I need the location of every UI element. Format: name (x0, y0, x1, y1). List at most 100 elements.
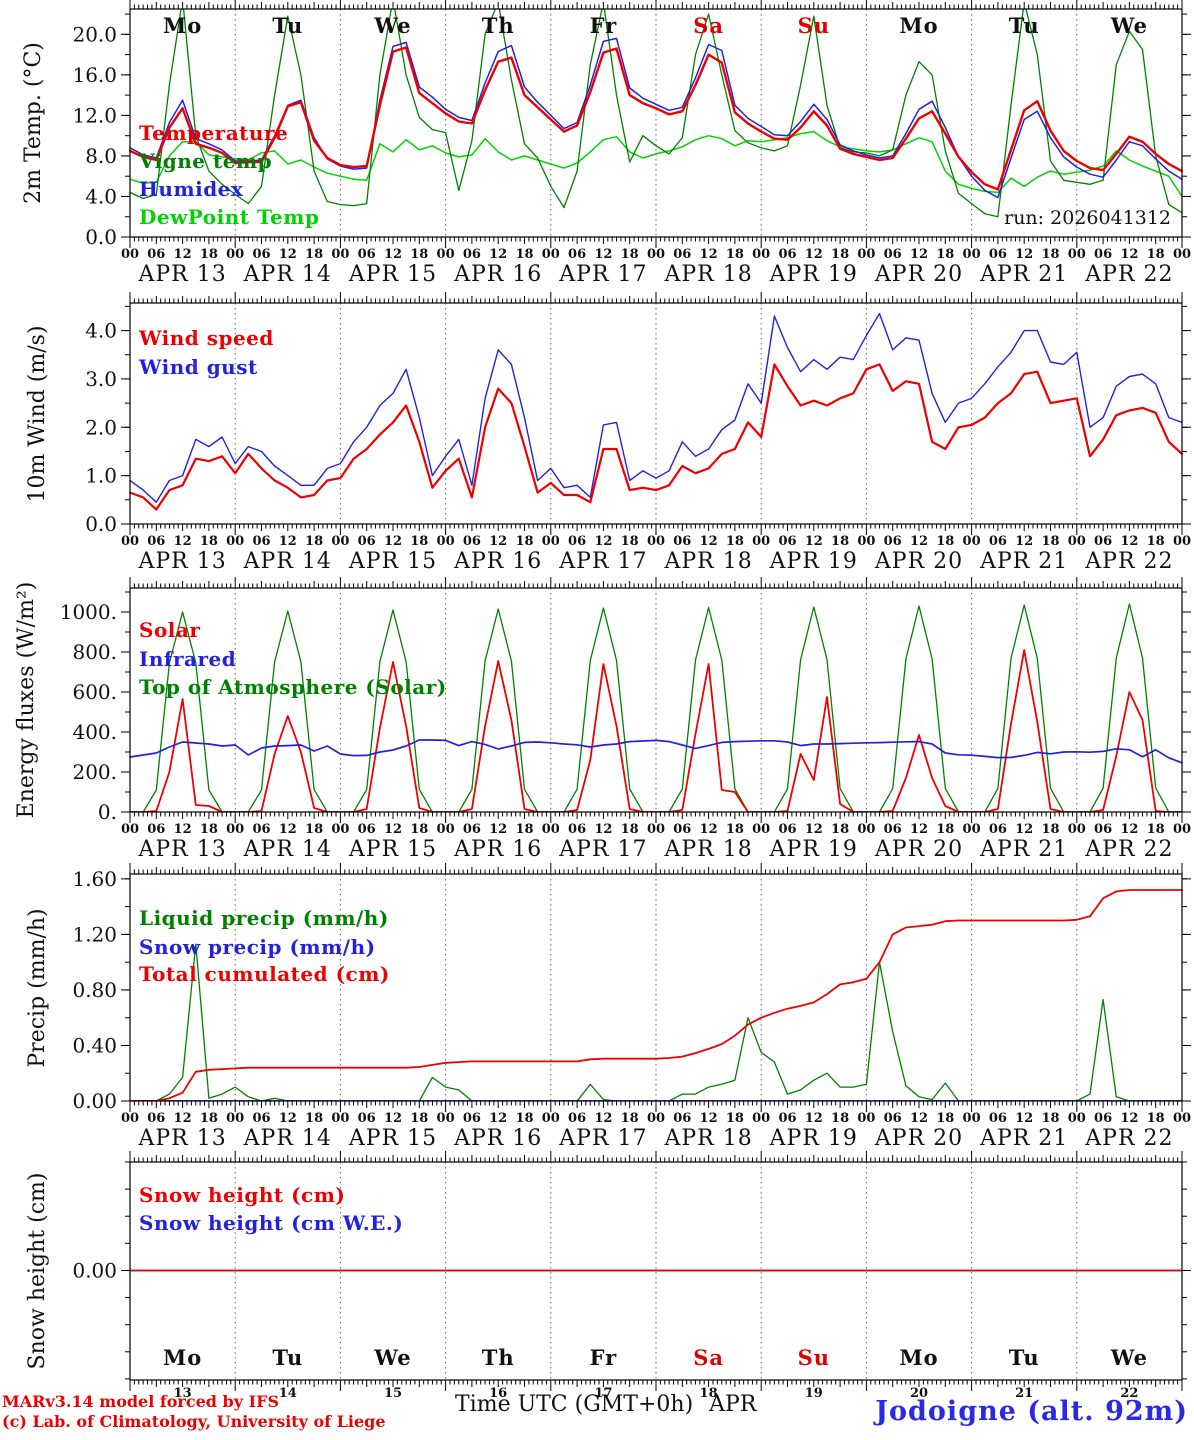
svg-text:06: 06 (1094, 534, 1112, 549)
model-credits: MARv3.14 model forced by IFS (c) Lab. of… (2, 1392, 386, 1432)
panel-precip: 0.00 0.40 0.80 1.20 1.60 Precip (mm/h) Liquid … (25, 863, 1191, 1113)
svg-text:APR 17: APR 17 (558, 262, 647, 287)
svg-text:18: 18 (305, 822, 323, 837)
y-tick-label: 200. (72, 760, 117, 784)
svg-text:06: 06 (989, 247, 1007, 262)
station-label: Jodoigne (alt. 92m) (875, 1396, 1188, 1427)
svg-text:18: 18 (1147, 247, 1165, 262)
svg-text:06: 06 (1094, 247, 1112, 262)
svg-text:APR 15: APR 15 (348, 549, 437, 574)
legend-item-snow-height-we: Snow height (cm W.E.) (139, 1211, 403, 1235)
svg-text:APR 16: APR 16 (453, 549, 542, 574)
y-axis-title: 2m Temp. (°C) (21, 42, 46, 204)
svg-text:18: 18 (1041, 247, 1059, 262)
x-hour-labels: 00 06 12 18 00 06 12 18 00 06 12 18 00 06 12 18 00 06 12 18… (121, 534, 1191, 549)
y-tick-label: 0.00 (72, 1089, 117, 1113)
svg-text:APR 17: APR 17 (558, 1126, 647, 1151)
svg-text:00: 00 (121, 247, 139, 262)
weekday-apr-22: We (1110, 1345, 1148, 1370)
svg-text:06: 06 (1094, 1111, 1112, 1126)
series-group (129, 312, 1183, 511)
legend-item-wind-gust: Wind gust (138, 355, 258, 379)
svg-text:00: 00 (226, 822, 244, 837)
legend: Liquid precip (mm/h) Snow precip (mm/h) To… (139, 906, 390, 986)
series-infrared (129, 739, 1183, 764)
svg-text:12: 12 (489, 247, 507, 262)
weekday-apr-20: Mo (899, 1345, 938, 1370)
x-ticks (129, 577, 1183, 823)
svg-text:12: 12 (910, 247, 928, 262)
panel-temp2m: 0.0 4.0 8.0 12.0 16.0 20.0 2m Temp. (°C) Temper… (21, 0, 1191, 249)
weekday-labels: Mo Tu We Th Fr Sa Su Mo Tu We (163, 13, 1147, 38)
svg-text:18: 18 (410, 1111, 428, 1126)
legend-item-total-cumulated: Total cumulated (cm) (139, 962, 390, 986)
svg-text:06: 06 (463, 822, 481, 837)
svg-text:12: 12 (594, 822, 612, 837)
legend-item-dewpoint-temp: DewPoint Temp (139, 205, 319, 229)
svg-text:00: 00 (121, 822, 139, 837)
x-date-labels: APR 13 APR 14 APR 15 APR 16 APR 17 APR 18 APR … (137, 837, 1172, 862)
y-tick-label: 1.0 (85, 464, 117, 488)
svg-text:06: 06 (463, 1111, 481, 1126)
svg-text:12: 12 (489, 534, 507, 549)
legend-item-snow-height: Snow height (cm) (139, 1183, 345, 1207)
svg-text:00: 00 (437, 1111, 455, 1126)
svg-text:17: 17 (594, 1386, 612, 1401)
weekday-apr-16: Th (482, 1345, 515, 1370)
weekday-apr-13: Mo (163, 1345, 202, 1370)
svg-text:APR 21: APR 21 (979, 837, 1068, 862)
svg-text:06: 06 (778, 534, 796, 549)
svg-text:18: 18 (726, 1111, 744, 1126)
svg-text:18: 18 (1147, 534, 1165, 549)
series-group (129, 9, 1183, 218)
y-axis-title: Precip (mm/h) (25, 908, 50, 1067)
y-ticks (121, 13, 1191, 238)
svg-text:APR 14: APR 14 (243, 837, 332, 862)
svg-text:APR 17: APR 17 (558, 837, 647, 862)
svg-text:18: 18 (200, 1111, 218, 1126)
svg-text:APR 13: APR 13 (137, 837, 226, 862)
svg-text:18: 18 (305, 534, 323, 549)
x-date-labels: APR 13 APR 14 APR 15 APR 16 APR 17 APR 18 APR … (137, 1126, 1172, 1151)
svg-text:18: 18 (621, 1111, 639, 1126)
y-tick-label: 4.0 (85, 319, 117, 343)
svg-text:APR 16: APR 16 (453, 1126, 542, 1151)
y-tick-label: 2.0 (85, 415, 117, 439)
y-tick-label: 1000. (60, 600, 117, 624)
x-axis-title: Time UTC (GMT+0h) APR (455, 1392, 756, 1417)
legend-item-temperature: Temperature (139, 121, 288, 145)
svg-text:00: 00 (1173, 822, 1191, 837)
svg-text:06: 06 (673, 534, 691, 549)
svg-text:06: 06 (673, 1111, 691, 1126)
svg-text:APR 13: APR 13 (137, 1126, 226, 1151)
svg-text:00: 00 (752, 1111, 770, 1126)
legend-item-solar: Solar (139, 618, 200, 642)
svg-text:APR 16: APR 16 (453, 837, 542, 862)
svg-text:00: 00 (647, 534, 665, 549)
svg-text:00: 00 (647, 822, 665, 837)
svg-text:12: 12 (910, 1111, 928, 1126)
svg-text:00: 00 (226, 247, 244, 262)
svg-text:06: 06 (884, 1111, 902, 1126)
svg-text:00: 00 (1068, 1111, 1086, 1126)
svg-text:APR 21: APR 21 (979, 549, 1068, 574)
legend: Temperature Vigne temp Humidex DewPoint Tem… (138, 121, 319, 229)
x-ticks (129, 1151, 1183, 1391)
x-ticks (129, 292, 1183, 535)
svg-text:12: 12 (594, 247, 612, 262)
weekday-apr-17: Fr (590, 13, 618, 38)
svg-text:APR 20: APR 20 (874, 262, 963, 287)
svg-text:00: 00 (331, 247, 349, 262)
svg-text:22: 22 (1120, 1386, 1138, 1401)
legend-item-toa-solar: Top of Atmosphere (Solar) (139, 675, 447, 699)
legend-item-humidex: Humidex (139, 177, 244, 201)
svg-text:12: 12 (279, 822, 297, 837)
svg-text:06: 06 (989, 822, 1007, 837)
svg-text:00: 00 (121, 534, 139, 549)
svg-text:00: 00 (542, 1111, 560, 1126)
x-date-labels: APR 13 APR 14 APR 15 APR 16 APR 17 APR 18 APR … (137, 549, 1172, 574)
svg-text:12: 12 (1015, 534, 1033, 549)
svg-text:00: 00 (647, 247, 665, 262)
